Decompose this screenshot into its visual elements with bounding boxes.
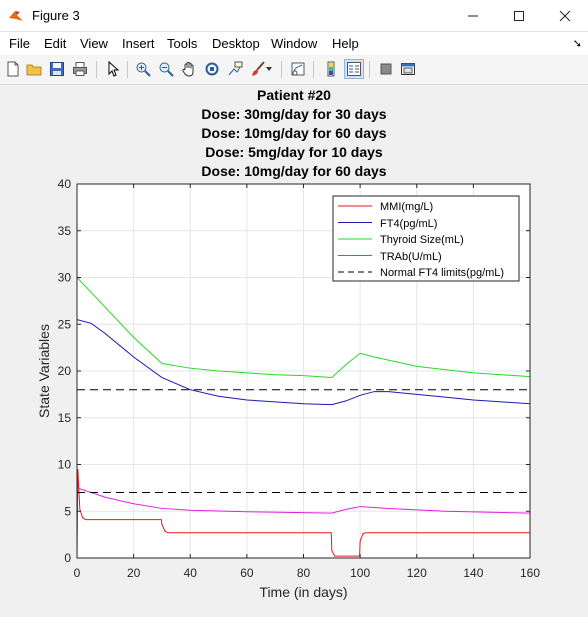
- menu-window[interactable]: Window: [271, 36, 318, 51]
- x-tick-label: 80: [297, 566, 311, 580]
- figure-toolbar: [0, 56, 588, 85]
- x-tick-label: 20: [127, 566, 141, 580]
- menu-edit[interactable]: Edit: [44, 36, 67, 51]
- print-button[interactable]: [70, 59, 90, 79]
- menu-help[interactable]: Help: [332, 36, 359, 51]
- series-line-thyroid-size-ml[interactable]: [76, 277, 531, 379]
- zoom-in-icon: [136, 62, 151, 77]
- rotate-3d-button[interactable]: [202, 59, 222, 79]
- printer-icon: [73, 62, 87, 76]
- matlab-icon: [9, 11, 23, 21]
- title-bar: Figure 3: [0, 0, 588, 32]
- brush-dropdown-button[interactable]: [264, 59, 274, 79]
- zoom-in-button[interactable]: [133, 59, 153, 79]
- hide-plot-tools-button[interactable]: [376, 59, 396, 79]
- close-icon: [559, 10, 571, 21]
- y-tick-label: 30: [58, 271, 72, 285]
- series-lines: [76, 277, 531, 559]
- save-icon: [50, 62, 64, 76]
- y-tick-label: 5: [64, 504, 71, 518]
- open-file-button[interactable]: [24, 59, 44, 79]
- y-axis-label: State Variables: [36, 324, 52, 418]
- series-line-trab-u-ml[interactable]: [76, 487, 531, 514]
- y-tick-label: 10: [58, 458, 72, 472]
- hide-plot-tools-icon: [380, 63, 392, 75]
- legend[interactable]: MMI(mg/L) FT4(pg/mL) Thyroid Size(mL) TR…: [332, 195, 520, 282]
- close-button[interactable]: [542, 0, 588, 31]
- maximize-icon: [514, 10, 524, 21]
- new-file-icon: [7, 61, 19, 77]
- minimize-icon: [468, 15, 478, 16]
- pan-button[interactable]: [179, 59, 199, 79]
- axis-ticks: 0 20 40 60 80 100 120 140 160 0 5 10 15 20 25 30 35 40: [58, 177, 541, 580]
- dock-arrow-icon[interactable]: ➘: [572, 38, 582, 50]
- pointer-icon: [108, 61, 120, 77]
- y-tick-label: 35: [58, 224, 72, 238]
- brush-icon: [252, 61, 265, 76]
- legend-label-limits: Normal FT4 limits(pg/mL): [380, 267, 504, 279]
- menu-desktop[interactable]: Desktop: [212, 36, 260, 51]
- menu-bar: File Edit View Insert Tools Desktop Wind…: [0, 32, 588, 55]
- data-cursor-icon: [228, 61, 243, 76]
- x-tick-label: 160: [520, 566, 540, 580]
- plot-title-line-3: Dose: 10mg/day for 60 days: [201, 125, 387, 141]
- data-cursor-button[interactable]: [225, 59, 245, 79]
- insert-colorbar-button[interactable]: [321, 59, 341, 79]
- link-plot-button[interactable]: [288, 59, 308, 79]
- rotate-icon: [205, 62, 219, 76]
- zoom-out-icon: [159, 62, 174, 77]
- menu-tools[interactable]: Tools: [167, 36, 198, 51]
- x-tick-label: 60: [240, 566, 254, 580]
- legend-icon: [347, 62, 361, 76]
- legend-label-thyroid: Thyroid Size(mL): [380, 234, 464, 246]
- x-tick-label: 100: [350, 566, 370, 580]
- legend-label-mmi: MMI(mg/L): [380, 201, 433, 213]
- link-plot-icon: [291, 62, 305, 76]
- hand-icon: [182, 62, 194, 77]
- chevron-down-icon: [266, 67, 272, 71]
- legend-label-trab: TRAb(U/mL): [380, 251, 442, 263]
- plot-title-line-1: Patient #20: [257, 87, 331, 103]
- minimize-button[interactable]: [450, 0, 496, 31]
- plot-title-line-4: Dose: 5mg/day for 10 days: [205, 144, 383, 160]
- series-line-mmi-mg-l[interactable]: [76, 469, 530, 559]
- window-title: Figure 3: [32, 8, 80, 23]
- maximize-button[interactable]: [496, 0, 542, 31]
- x-tick-label: 140: [463, 566, 483, 580]
- x-tick-label: 40: [184, 566, 198, 580]
- insert-legend-button[interactable]: [344, 59, 364, 79]
- new-figure-button[interactable]: [3, 59, 23, 79]
- legend-label-ft4: FT4(pg/mL): [380, 218, 437, 230]
- x-tick-label: 120: [407, 566, 427, 580]
- folder-icon: [26, 64, 42, 76]
- menu-file[interactable]: File: [9, 36, 30, 51]
- y-tick-label: 0: [64, 551, 71, 565]
- show-plot-tools-icon: [401, 63, 415, 75]
- plot-title-line-2: Dose: 30mg/day for 30 days: [201, 106, 387, 122]
- colorbar-icon: [327, 61, 335, 77]
- menu-view[interactable]: View: [80, 36, 108, 51]
- figure-area: Patient #20 Dose: 30mg/day for 30 days D…: [0, 85, 588, 617]
- y-tick-label: 25: [58, 317, 72, 331]
- plot-title-line-5: Dose: 10mg/day for 60 days: [201, 163, 387, 179]
- y-tick-label: 40: [58, 177, 72, 191]
- show-plot-tools-button[interactable]: [398, 59, 418, 79]
- x-tick-label: 0: [74, 566, 81, 580]
- y-tick-label: 15: [58, 411, 72, 425]
- y-tick-label: 20: [58, 364, 72, 378]
- select-pointer-button[interactable]: [102, 59, 122, 79]
- zoom-out-button[interactable]: [156, 59, 176, 79]
- brush-button[interactable]: [248, 59, 268, 79]
- save-button[interactable]: [47, 59, 67, 79]
- menu-insert[interactable]: Insert: [122, 36, 155, 51]
- x-axis-label: Time (in days): [259, 584, 347, 600]
- series-line-ft4-pg-ml[interactable]: [76, 319, 531, 406]
- line-chart[interactable]: 0 20 40 60 80 100 120 140 160 0 5 10 15 20 25 30 35 40 Ti…: [0, 85, 588, 617]
